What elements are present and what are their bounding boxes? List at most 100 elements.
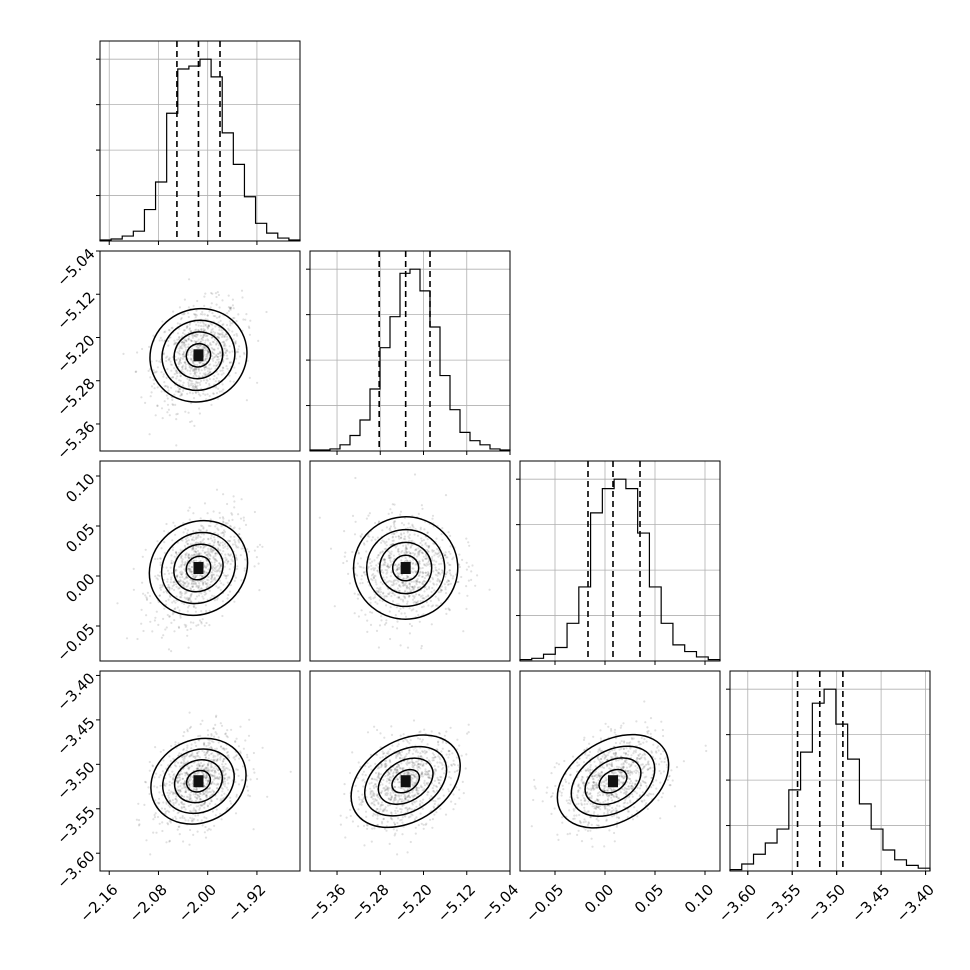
sample-point <box>377 587 380 590</box>
sample-point <box>242 519 245 522</box>
sample-point <box>613 831 616 835</box>
sample-point <box>369 601 372 604</box>
sample-point <box>357 808 360 811</box>
sample-point <box>174 601 177 604</box>
sample-point <box>230 361 233 364</box>
sample-point <box>420 575 424 578</box>
sample-point <box>433 559 436 562</box>
sample-point <box>235 557 238 560</box>
sample-point <box>176 780 179 783</box>
sample-point <box>212 378 215 381</box>
sample-point <box>201 749 204 752</box>
sample-point <box>353 612 356 615</box>
sample-point <box>652 793 655 796</box>
histogram-panel-3 <box>516 460 721 665</box>
sample-point <box>192 545 195 549</box>
sample-point <box>184 774 187 777</box>
sample-point <box>180 361 183 365</box>
sample-point <box>223 785 226 788</box>
sample-point <box>168 589 171 592</box>
sample-point <box>205 592 208 595</box>
sample-point <box>165 376 168 379</box>
sample-point <box>362 778 365 781</box>
sample-point <box>333 605 336 608</box>
sample-point <box>174 358 178 361</box>
sample-point <box>203 551 207 555</box>
sample-point <box>208 371 211 374</box>
sample-point <box>445 730 448 733</box>
sample-point <box>172 803 175 807</box>
sample-point <box>216 759 219 762</box>
sample-point <box>384 775 387 778</box>
sample-point <box>203 373 206 376</box>
sample-point <box>198 765 201 768</box>
sample-point <box>190 554 193 557</box>
sample-point <box>384 794 387 797</box>
sample-point <box>201 804 204 807</box>
sample-point <box>183 782 186 785</box>
sample-point <box>160 764 163 767</box>
sample-point <box>663 760 666 764</box>
sample-point <box>584 820 587 823</box>
sample-point <box>212 741 215 744</box>
sample-point <box>402 583 405 587</box>
sample-point <box>178 580 181 583</box>
sample-point <box>187 597 190 600</box>
sample-point <box>223 765 226 768</box>
sample-point <box>165 359 168 363</box>
sample-point <box>221 366 224 369</box>
sample-point <box>240 579 243 582</box>
sample-point <box>170 790 173 793</box>
sample-point <box>188 569 191 573</box>
sample-point <box>353 566 356 569</box>
sample-point <box>385 619 388 622</box>
sample-point <box>215 488 219 491</box>
sample-point <box>366 534 369 538</box>
sample-point <box>447 788 450 791</box>
sample-point <box>410 624 413 628</box>
sample-point <box>176 606 179 609</box>
sample-point <box>182 313 185 316</box>
sample-point <box>192 512 195 515</box>
sample-point <box>391 503 394 506</box>
sample-point <box>224 732 227 735</box>
sample-point <box>199 344 202 347</box>
sample-point <box>210 747 213 750</box>
sample-point <box>438 782 441 785</box>
sample-point <box>175 799 179 802</box>
sample-point <box>407 535 410 538</box>
sample-point <box>412 558 415 561</box>
sample-point <box>205 793 208 797</box>
sample-point <box>248 333 251 336</box>
sample-point <box>408 582 411 585</box>
sample-point <box>165 782 168 785</box>
sample-point <box>247 794 250 797</box>
sample-point <box>180 806 183 809</box>
sample-point <box>202 322 205 325</box>
sample-point <box>343 530 346 533</box>
sample-point <box>196 580 199 583</box>
sample-point <box>181 558 184 561</box>
sample-point <box>203 328 207 332</box>
sample-point <box>213 557 216 560</box>
sample-point <box>229 796 232 799</box>
sample-point <box>201 579 204 582</box>
sample-point <box>229 800 232 803</box>
sample-point <box>203 570 206 574</box>
sample-point <box>204 365 208 369</box>
sample-point <box>392 539 395 542</box>
sample-point <box>370 796 373 799</box>
sample-point <box>174 369 177 372</box>
sample-point <box>203 751 206 754</box>
sample-point <box>203 346 206 349</box>
sample-point <box>207 741 210 745</box>
sample-point <box>382 787 385 790</box>
sample-point <box>218 562 221 565</box>
sample-point <box>418 593 421 597</box>
sample-point <box>211 348 214 351</box>
sample-point <box>203 366 206 369</box>
sample-point <box>432 789 435 792</box>
sample-point <box>217 783 220 786</box>
sample-point <box>194 575 197 578</box>
sample-point <box>172 310 175 313</box>
